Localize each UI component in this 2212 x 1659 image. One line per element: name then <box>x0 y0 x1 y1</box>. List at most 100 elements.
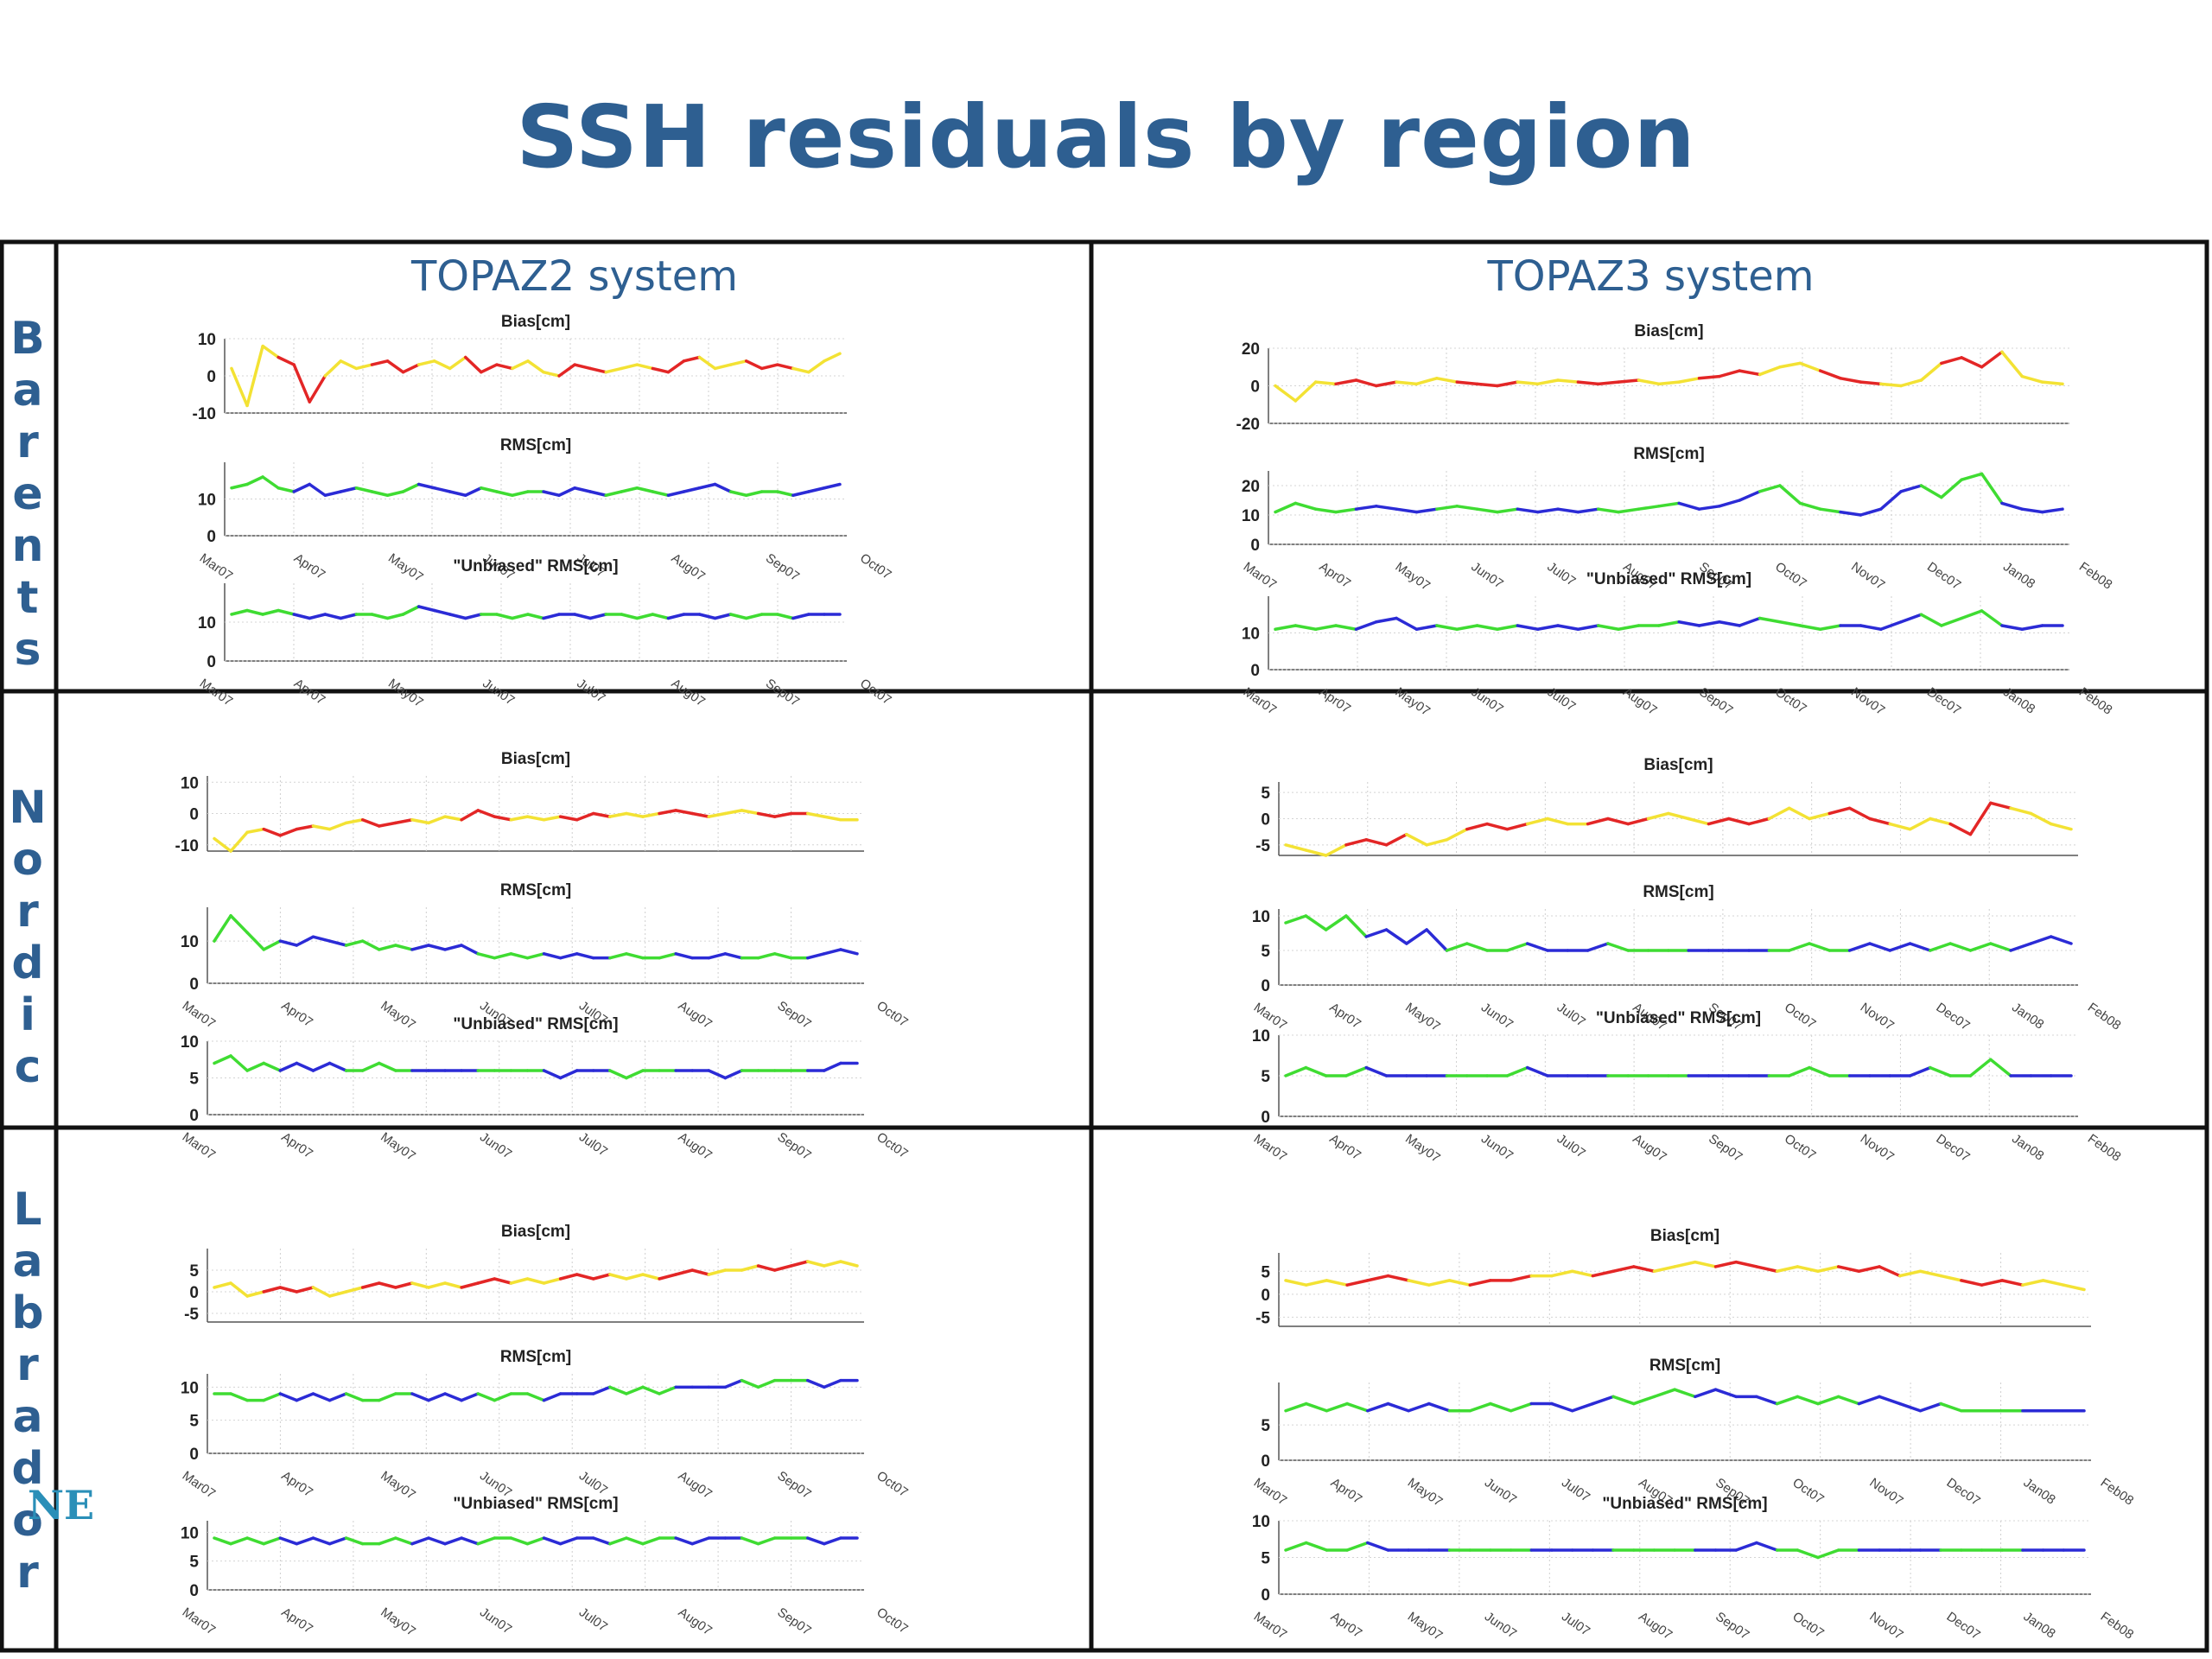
series-segment <box>1859 507 1883 517</box>
series-segment <box>1366 1274 1390 1282</box>
x-tick-label: Sep07 <box>775 1468 814 1502</box>
series-segment <box>635 486 655 493</box>
chart-panel: Bias[cm] 20 0 -20 <box>1236 322 2069 434</box>
series-segment <box>740 1264 760 1272</box>
series-segment <box>1375 616 1398 624</box>
series-segment <box>1591 1269 1615 1278</box>
x-tick-label: Dec07 <box>1944 1475 1983 1509</box>
series-segment <box>1747 817 1771 826</box>
series-segment <box>245 608 264 616</box>
x-tick-label: Jul07 <box>1554 1000 1588 1029</box>
series-segment <box>213 1281 232 1289</box>
x-tick-label: Apr07 <box>279 1605 316 1637</box>
series-segment <box>658 809 677 816</box>
series-segment <box>1586 817 1610 826</box>
series-segment <box>443 1392 463 1402</box>
series-segment <box>1652 1388 1676 1399</box>
series-segment <box>1435 377 1459 384</box>
series-segment <box>592 1536 612 1546</box>
series-segment <box>1304 849 1328 857</box>
x-tick-label: Apr07 <box>1328 1609 1365 1641</box>
series-segment <box>1611 1265 1636 1273</box>
series-segment <box>480 486 499 493</box>
series-segment <box>557 486 576 497</box>
y-tick-label: 5 <box>1261 785 1270 803</box>
series-segment <box>262 1061 283 1072</box>
series-segment <box>401 605 421 616</box>
series-segment <box>410 1536 430 1546</box>
x-tick-label: Jun07 <box>477 1605 514 1637</box>
series-segment <box>311 1536 332 1546</box>
series-segment <box>1989 942 2012 952</box>
x-tick-label: Mar07 <box>197 550 236 583</box>
series-segment <box>1617 507 1641 514</box>
series-segment <box>511 359 530 371</box>
series-segment <box>806 811 826 818</box>
chart-title: RMS[cm] <box>500 881 571 899</box>
series-segment <box>2009 942 2033 952</box>
series-segment <box>526 359 545 374</box>
series-segment <box>1274 624 1298 631</box>
series-segment <box>592 1273 612 1281</box>
x-tick-label: Nov07 <box>1866 1609 1905 1643</box>
series-segment <box>608 1069 628 1080</box>
series-segment <box>1948 822 1973 836</box>
series-segment <box>525 1277 546 1285</box>
series-segment <box>1509 1402 1534 1413</box>
series-segment <box>1787 806 1811 821</box>
x-tick-label: Dec07 <box>1933 1000 1972 1033</box>
y-tick-label: 5 <box>1261 1263 1270 1281</box>
series-segment <box>823 1260 842 1268</box>
series-segment <box>278 1286 299 1294</box>
series-segment <box>1878 1395 1902 1406</box>
table-borders <box>0 239 2209 1653</box>
series-segment <box>1576 507 1600 514</box>
series-segment <box>682 486 702 493</box>
series-segment <box>1550 1269 1574 1278</box>
x-tick-label: May07 <box>1402 1000 1443 1034</box>
x-tick-label: Sep07 <box>763 550 802 584</box>
x-tick-label: Jan08 <box>2009 1131 2046 1163</box>
series-segment <box>1847 806 1872 821</box>
series-segment <box>1940 356 1963 365</box>
series-segment <box>1354 620 1378 631</box>
series-segment <box>776 613 795 620</box>
y-tick-label: 0 <box>1261 1109 1270 1127</box>
series-segment <box>1713 1260 1738 1268</box>
series-segment <box>674 1268 694 1276</box>
x-tick-label: May07 <box>1393 559 1433 594</box>
series-segment <box>1284 1065 1308 1077</box>
series-segment <box>327 821 348 831</box>
series-segment <box>354 363 374 371</box>
series-segment <box>1535 507 1560 514</box>
series-segment <box>1878 1265 1902 1278</box>
series-segment <box>1475 382 1499 388</box>
series-segment <box>1455 380 1479 386</box>
x-tick-label: Jun07 <box>1469 559 1506 591</box>
series-segment <box>323 490 343 497</box>
series-segment <box>1697 374 1721 380</box>
series-segment <box>1818 507 1842 514</box>
series-segment <box>1687 817 1711 826</box>
series-segment <box>1354 505 1378 511</box>
y-tick-label: 10 <box>181 774 199 792</box>
x-tick-label: Jul07 <box>1559 1475 1592 1504</box>
region-letter: a <box>12 1391 43 1443</box>
x-tick-label: Mar07 <box>1251 1609 1290 1642</box>
series-segment <box>1455 505 1479 511</box>
series-segment <box>460 809 480 822</box>
series-segment <box>723 809 744 816</box>
series-segment <box>1606 817 1630 826</box>
series-segment <box>229 1392 249 1402</box>
series-segment <box>740 1378 760 1389</box>
series-segment <box>1787 942 1811 952</box>
series-segment <box>230 608 249 616</box>
x-tick-label: Jun07 <box>1482 1609 1519 1641</box>
series-segment <box>1918 1269 1942 1278</box>
series-segment <box>370 613 390 620</box>
series-segment <box>573 363 592 371</box>
series-segment <box>229 1536 249 1546</box>
series-segment <box>823 1536 842 1546</box>
